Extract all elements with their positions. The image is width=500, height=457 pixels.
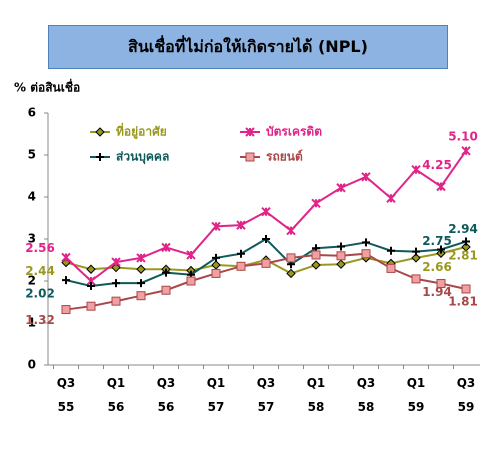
y-tick-label: 3 (28, 232, 36, 246)
marker (286, 225, 296, 236)
marker (61, 305, 71, 315)
data-label: 5.10 (448, 129, 478, 143)
marker (311, 250, 321, 260)
marker (436, 181, 446, 192)
marker (311, 260, 321, 270)
marker (336, 259, 346, 269)
marker (237, 249, 245, 258)
marker (212, 253, 220, 262)
marker (86, 264, 96, 274)
marker (461, 284, 471, 294)
legend-label: บัตรเครดิต (266, 125, 322, 139)
marker (211, 221, 221, 232)
marker (412, 247, 420, 256)
data-label: 1.32 (25, 313, 55, 327)
x-tick-label: Q1 56 (106, 376, 126, 414)
marker (361, 249, 371, 259)
chart-title: สินเชื่อที่ไม่ก่อให้เกิดรายได้ (NPL) (48, 25, 448, 69)
y-axis-label: % ต่อสินเชื่อ (14, 79, 80, 95)
marker (286, 253, 296, 263)
marker (386, 193, 396, 203)
y-tick-label: 0 (28, 358, 36, 372)
marker (136, 264, 146, 274)
data-label: 2.66 (422, 260, 452, 274)
marker (95, 127, 105, 137)
marker (161, 285, 171, 295)
x-tick-label: Q3 55 (56, 376, 76, 414)
marker (311, 198, 321, 209)
x-tick-label: Q3 59 (456, 376, 476, 414)
marker (186, 250, 196, 260)
marker (211, 260, 221, 270)
marker (245, 127, 255, 137)
marker (111, 257, 121, 267)
data-label: 1.94 (422, 285, 452, 299)
marker (211, 268, 221, 278)
x-tick-label: Q3 57 (256, 376, 276, 414)
marker (387, 246, 395, 255)
marker (236, 220, 246, 230)
x-tick-label: Q3 58 (356, 376, 376, 414)
data-label: 2.75 (422, 234, 452, 248)
marker (411, 274, 421, 284)
marker (286, 268, 296, 279)
marker (461, 146, 471, 156)
marker (261, 206, 271, 217)
marker (111, 296, 121, 306)
marker (87, 282, 95, 291)
marker (436, 279, 446, 289)
y-tick-label: 1 (28, 316, 36, 330)
y-tick-label: 4 (28, 190, 36, 204)
marker (361, 172, 371, 182)
marker (337, 242, 345, 251)
marker (236, 261, 246, 271)
y-tick-label: 6 (28, 106, 36, 120)
x-tick-label: Q1 58 (306, 376, 326, 414)
marker (261, 258, 271, 268)
y-tick-label: 5 (28, 148, 36, 162)
marker (437, 245, 445, 254)
marker (62, 276, 70, 285)
marker (186, 276, 196, 286)
data-label: 2.94 (448, 222, 478, 236)
data-label: 4.25 (422, 158, 452, 172)
marker (111, 262, 121, 273)
marker (336, 183, 346, 193)
legend-label: ที่อยู่อาศัย (116, 123, 167, 140)
marker (461, 242, 471, 252)
legend-label: รถยนต์ (266, 150, 303, 164)
marker (162, 268, 170, 277)
data-label: 2.81 (448, 248, 478, 262)
marker (96, 153, 104, 161)
marker (411, 253, 421, 263)
x-tick-label: Q1 57 (206, 376, 226, 414)
y-tick-label: 2 (28, 274, 36, 288)
marker (61, 252, 71, 263)
data-label: 2.02 (25, 287, 55, 301)
marker (112, 279, 120, 288)
marker (136, 253, 146, 263)
marker (386, 263, 396, 273)
marker (411, 164, 421, 175)
marker (136, 291, 146, 301)
legend-label: ส่วนบุคคล (116, 150, 169, 165)
marker (86, 301, 96, 311)
marker (245, 152, 255, 162)
marker (161, 242, 171, 253)
data-label: 1.81 (448, 294, 478, 308)
marker (336, 251, 346, 261)
data-label: 2.44 (25, 264, 55, 278)
x-tick-label: Q3 56 (156, 376, 176, 414)
marker (462, 237, 470, 246)
data-label: 2.56 (25, 241, 55, 255)
marker (262, 235, 270, 243)
marker (137, 279, 145, 288)
marker (362, 238, 370, 247)
x-tick-label: Q1 59 (406, 376, 426, 414)
